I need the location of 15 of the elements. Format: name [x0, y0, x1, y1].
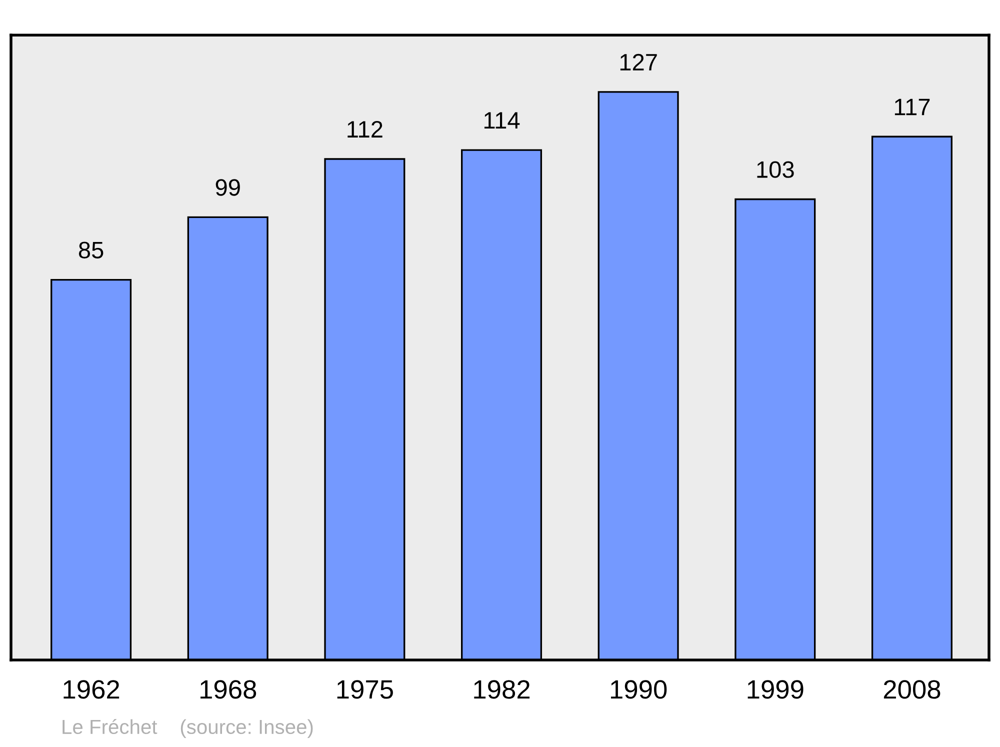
data-label: 112 — [348, 120, 382, 138]
x-tick-label: 1968 — [200, 680, 256, 699]
x-tick-label: 2008 — [884, 680, 940, 699]
data-label: 114 — [484, 112, 520, 128]
data-label: 127 — [620, 54, 657, 70]
x-tick-label: 1975 — [337, 680, 393, 699]
x-tick-label: 1999 — [748, 680, 804, 699]
data-label: 103 — [757, 161, 794, 178]
x-tick-label: 1982 — [474, 680, 530, 699]
data-label: 85 — [78, 242, 104, 258]
data-label: 117 — [894, 98, 930, 116]
x-tick-label: 1990 — [610, 680, 667, 699]
data-label: 99 — [216, 179, 240, 196]
x-tick-label: 1962 — [64, 680, 120, 699]
text: Le Fréchet (source: Insee) — [62, 719, 313, 738]
